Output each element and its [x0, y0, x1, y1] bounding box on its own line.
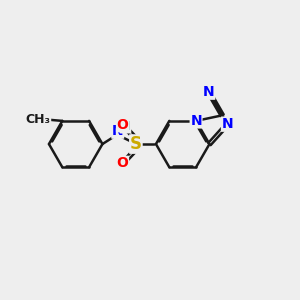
- Text: N: N: [112, 124, 124, 138]
- Text: H: H: [120, 120, 131, 133]
- Text: N: N: [221, 117, 233, 131]
- Text: O: O: [117, 156, 128, 170]
- Text: S: S: [130, 135, 142, 153]
- Text: O: O: [117, 118, 128, 132]
- Text: N: N: [203, 85, 215, 99]
- Text: CH₃: CH₃: [26, 113, 51, 126]
- Text: N: N: [190, 114, 202, 128]
